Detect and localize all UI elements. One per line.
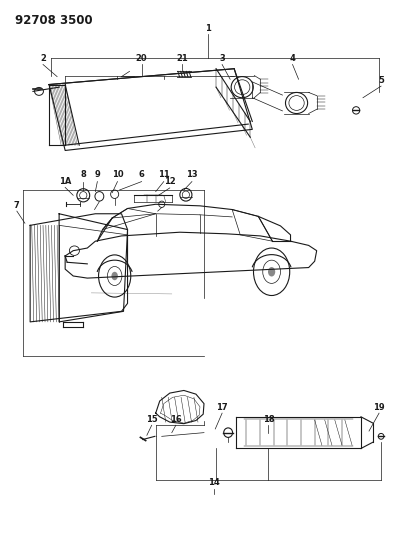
Text: 6: 6 <box>139 171 144 180</box>
Text: 11: 11 <box>158 171 170 180</box>
Text: 13: 13 <box>186 171 198 180</box>
Text: 7: 7 <box>14 200 20 209</box>
Text: 92708 3500: 92708 3500 <box>15 14 93 27</box>
Text: 3: 3 <box>219 54 225 63</box>
Text: 21: 21 <box>176 54 188 63</box>
Text: 10: 10 <box>112 171 123 180</box>
Text: 16: 16 <box>170 415 182 424</box>
Text: 4: 4 <box>290 54 295 63</box>
Text: 5: 5 <box>378 76 384 85</box>
Text: 14: 14 <box>208 478 220 487</box>
Text: 20: 20 <box>136 54 147 63</box>
Text: 19: 19 <box>373 402 385 411</box>
Text: 8: 8 <box>80 171 86 180</box>
Text: 15: 15 <box>146 415 157 424</box>
Text: 17: 17 <box>216 402 228 411</box>
Circle shape <box>111 272 118 280</box>
Text: 12: 12 <box>164 177 176 187</box>
Text: 9: 9 <box>95 171 100 180</box>
Text: 18: 18 <box>263 415 274 424</box>
Circle shape <box>268 267 275 277</box>
Text: 2: 2 <box>40 54 46 63</box>
Text: 1: 1 <box>205 24 211 33</box>
Text: 1A: 1A <box>59 177 71 186</box>
